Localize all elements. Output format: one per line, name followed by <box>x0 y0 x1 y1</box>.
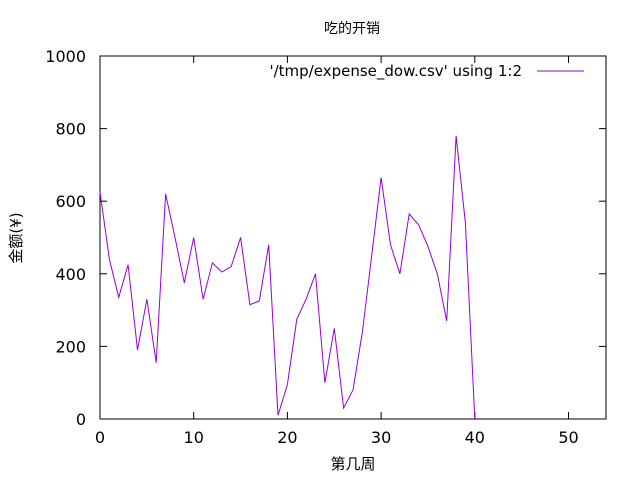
legend: '/tmp/expense_dow.csv' using 1:2 <box>269 62 584 81</box>
y-tick-label: 0 <box>76 410 86 429</box>
x-tick-label: 30 <box>371 428 391 447</box>
y-tick-label: 600 <box>55 192 86 211</box>
series-line <box>99 135 476 420</box>
x-tick-label: 10 <box>184 428 204 447</box>
plot-frame <box>99 55 607 420</box>
y-axis-ticks: 0 200 400 600 800 1000 <box>45 47 606 429</box>
x-tick-label: 20 <box>277 428 297 447</box>
y-tick-label: 1000 <box>45 47 86 66</box>
x-tick-label: 50 <box>558 428 578 447</box>
x-axis-ticks: 0 10 20 30 40 50 <box>95 56 579 447</box>
x-tick-label: 0 <box>95 428 105 447</box>
y-tick-label: 400 <box>55 265 86 284</box>
series-group <box>99 135 476 420</box>
y-tick-label: 200 <box>55 337 86 356</box>
chart-title: 吃的开销 <box>324 21 380 37</box>
axes <box>99 55 607 420</box>
y-tick-label: 800 <box>55 120 86 139</box>
x-tick-label: 40 <box>465 428 485 447</box>
legend-label: '/tmp/expense_dow.csv' using 1:2 <box>269 62 522 81</box>
y-axis-title: 金额(¥) <box>7 212 25 263</box>
x-axis-title: 第几周 <box>330 455 375 473</box>
